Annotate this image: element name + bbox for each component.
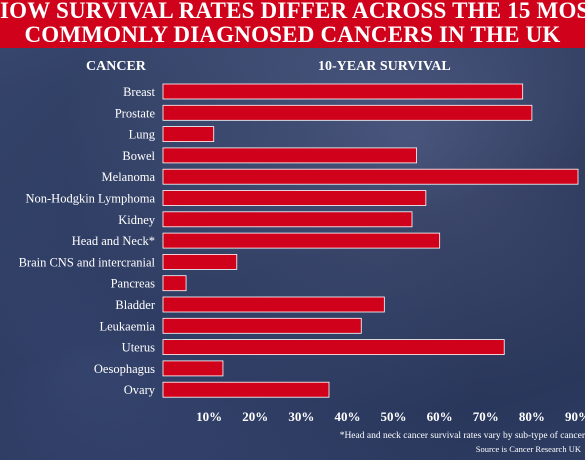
bar xyxy=(162,190,427,206)
x-tick-label: 80% xyxy=(519,409,545,424)
category-label: Brain CNS and intercranial xyxy=(19,255,156,269)
category-label: Prostate xyxy=(115,106,156,120)
category-label: Bowel xyxy=(122,149,155,163)
bar xyxy=(162,211,413,228)
chart-title-line-1: IOW SURVIVAL RATES DIFFER ACROSS THE 15 … xyxy=(0,0,585,23)
x-tick-label: 30% xyxy=(288,409,314,424)
bar xyxy=(162,104,533,121)
x-tick-label: 50% xyxy=(381,409,407,424)
category-label: Lung xyxy=(129,128,156,142)
category-label: Breast xyxy=(123,85,155,99)
bar xyxy=(162,339,505,356)
category-column-header: CANCER xyxy=(86,59,146,74)
category-label: Pancreas xyxy=(111,277,156,291)
x-tick-label: 10% xyxy=(196,409,222,424)
x-tick-label: 90% xyxy=(565,409,585,424)
x-tick-label: 20% xyxy=(242,409,268,424)
category-label: Bladder xyxy=(115,298,155,312)
x-tick-label: 60% xyxy=(427,409,453,424)
x-tick-label: 40% xyxy=(334,409,360,424)
category-label: Kidney xyxy=(118,213,156,227)
category-label: Oesophagus xyxy=(94,362,155,376)
chart-title-line-2: COMMONLY DIAGNOSED CANCERS IN THE UK xyxy=(24,22,561,47)
bar xyxy=(162,168,579,185)
x-tick-label: 70% xyxy=(473,409,499,424)
bar xyxy=(162,253,238,270)
value-column-header: 10-YEAR SURVIVAL xyxy=(318,59,451,74)
bar xyxy=(162,360,224,377)
category-label: Uterus xyxy=(122,341,155,355)
category-label: Melanoma xyxy=(102,170,156,184)
bar xyxy=(162,232,441,249)
bar xyxy=(162,147,418,164)
category-label: Head and Neck* xyxy=(72,234,155,248)
category-label: Non-Hodgkin Lymphoma xyxy=(25,192,155,206)
source-note: Source is Cancer Research UK xyxy=(475,444,581,454)
bar xyxy=(162,126,215,142)
footnote: *Head and neck cancer survival rates var… xyxy=(339,431,585,441)
category-label: Leukaemia xyxy=(99,319,155,333)
title-banner: IOW SURVIVAL RATES DIFFER ACROSS THE 15 … xyxy=(0,0,585,48)
bar xyxy=(162,381,330,398)
bar xyxy=(162,275,187,292)
category-label: Ovary xyxy=(124,383,156,397)
bar xyxy=(162,83,524,100)
bar xyxy=(162,296,385,313)
bar xyxy=(162,317,362,334)
